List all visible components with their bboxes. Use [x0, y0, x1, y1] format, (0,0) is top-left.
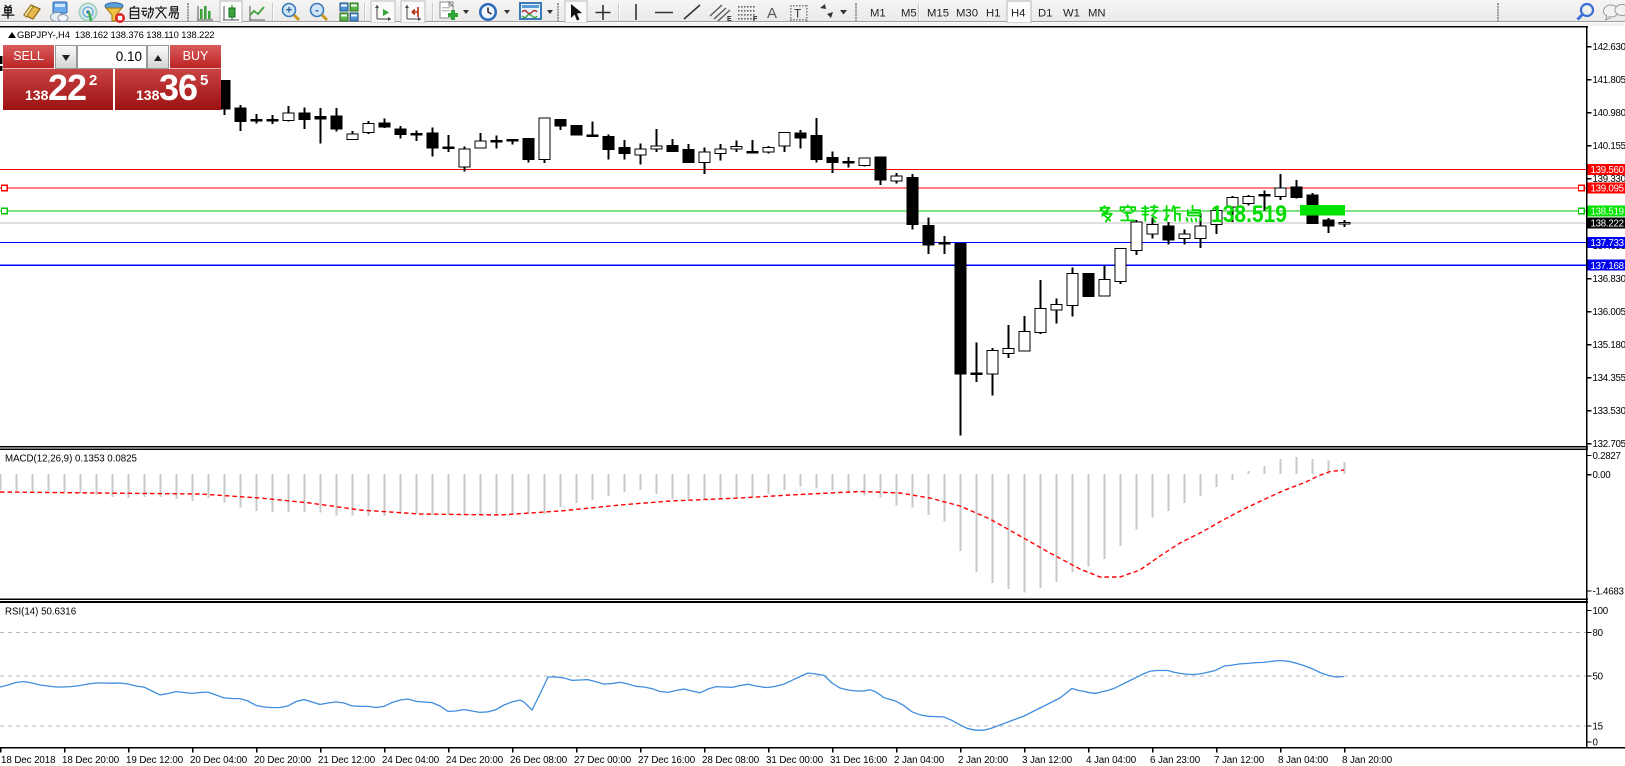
svg-text:27 Dec 16:00: 27 Dec 16:00 [638, 755, 696, 766]
svg-text:19 Dec 12:00: 19 Dec 12:00 [126, 755, 184, 766]
svg-text:20 Dec 04:00: 20 Dec 04:00 [190, 755, 248, 766]
svg-text:141.805: 141.805 [1593, 75, 1625, 86]
svg-text:139.095: 139.095 [1591, 184, 1624, 195]
svg-text:8 Jan 20:00: 8 Jan 20:00 [1342, 755, 1393, 766]
svg-text:E: E [727, 16, 732, 23]
svg-text:15: 15 [1593, 722, 1603, 733]
svg-text:RSI(14) 50.6316: RSI(14) 50.6316 [5, 607, 76, 618]
svg-text:W1: W1 [1063, 8, 1080, 20]
svg-text:4 Jan 04:00: 4 Jan 04:00 [1086, 755, 1137, 766]
svg-text:18 Dec 2018: 18 Dec 2018 [1, 755, 56, 766]
svg-text:138.519: 138.519 [1591, 207, 1624, 218]
svg-text:21 Dec 12:00: 21 Dec 12:00 [318, 755, 376, 766]
svg-text:31 Dec 00:00: 31 Dec 00:00 [766, 755, 824, 766]
svg-text:+: + [286, 5, 292, 17]
svg-text:31 Dec 16:00: 31 Dec 16:00 [830, 755, 888, 766]
svg-text:136.830: 136.830 [1593, 274, 1625, 285]
svg-text:50: 50 [1593, 672, 1604, 683]
svg-text:M30: M30 [956, 8, 978, 20]
svg-text:M1: M1 [870, 8, 886, 20]
svg-text:140.980: 140.980 [1593, 108, 1625, 119]
svg-text:139.560: 139.560 [1591, 165, 1625, 176]
svg-text:-1.4683: -1.4683 [1593, 587, 1624, 598]
svg-text:-: - [315, 5, 319, 17]
svg-text:F: F [753, 16, 758, 23]
svg-text:3 Jan 12:00: 3 Jan 12:00 [1022, 755, 1073, 766]
svg-text:18 Dec 20:00: 18 Dec 20:00 [62, 755, 120, 766]
svg-text:2 Jan 20:00: 2 Jan 20:00 [958, 755, 1009, 766]
svg-text:137.168: 137.168 [1591, 261, 1624, 272]
svg-text:136.005: 136.005 [1593, 307, 1625, 318]
svg-text:138.222: 138.222 [1591, 219, 1624, 230]
svg-text:0: 0 [1593, 738, 1599, 749]
svg-text:M5: M5 [901, 8, 917, 20]
svg-text:27 Dec 00:00: 27 Dec 00:00 [574, 755, 632, 766]
svg-text:24 Dec 04:00: 24 Dec 04:00 [382, 755, 440, 766]
svg-text:6 Jan 23:00: 6 Jan 23:00 [1150, 755, 1201, 766]
svg-text:100: 100 [1593, 606, 1609, 617]
svg-text:138.519: 138.519 [1211, 201, 1287, 228]
svg-text:24 Dec 20:00: 24 Dec 20:00 [446, 755, 504, 766]
svg-text:T: T [794, 7, 802, 21]
svg-text:135.180: 135.180 [1593, 340, 1625, 351]
svg-text:137.733: 137.733 [1591, 238, 1624, 249]
svg-text:26 Dec 08:00: 26 Dec 08:00 [510, 755, 568, 766]
svg-text:MACD(12,26,9) 0.1353 0.0825: MACD(12,26,9) 0.1353 0.0825 [5, 454, 137, 465]
svg-text:M15: M15 [927, 8, 949, 20]
svg-text:133.530: 133.530 [1593, 406, 1625, 417]
svg-text:0.00: 0.00 [1593, 470, 1612, 481]
svg-text:MN: MN [1088, 8, 1106, 20]
svg-text:142.630: 142.630 [1593, 42, 1625, 53]
svg-text:A: A [767, 5, 777, 22]
svg-text:H4: H4 [1011, 8, 1025, 20]
svg-text:80: 80 [1593, 628, 1604, 639]
svg-text:8 Jan 04:00: 8 Jan 04:00 [1278, 755, 1329, 766]
svg-text:2 Jan 04:00: 2 Jan 04:00 [894, 755, 945, 766]
svg-text:28 Dec 08:00: 28 Dec 08:00 [702, 755, 760, 766]
svg-text:H1: H1 [986, 8, 1000, 20]
svg-text:134.355: 134.355 [1593, 373, 1625, 384]
svg-text:20 Dec 20:00: 20 Dec 20:00 [254, 755, 312, 766]
svg-text:7 Jan 12:00: 7 Jan 12:00 [1214, 755, 1265, 766]
svg-text:132.705: 132.705 [1593, 439, 1625, 450]
svg-text:0.2827: 0.2827 [1593, 451, 1621, 462]
svg-text:139.330: 139.330 [1593, 174, 1625, 185]
svg-text:140.155: 140.155 [1593, 141, 1625, 152]
svg-text:D1: D1 [1038, 8, 1052, 20]
